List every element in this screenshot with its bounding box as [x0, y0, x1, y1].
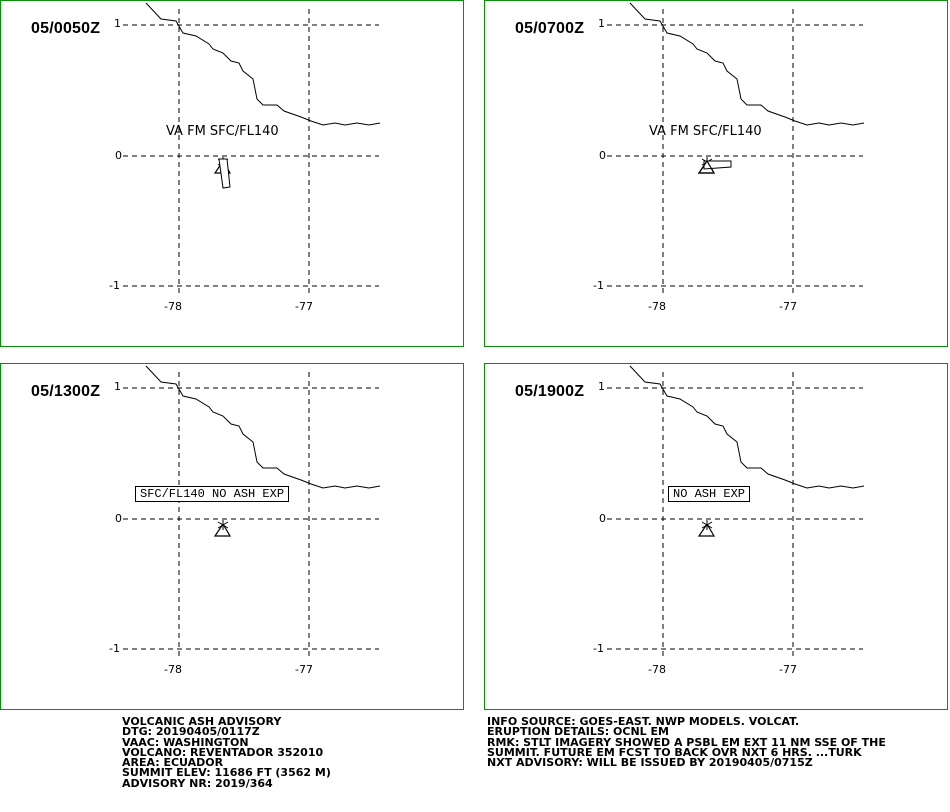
map-graphics — [123, 2, 381, 294]
map-panel: 05/1900Z 1 0 -1 -78 -77 NO ASH EXP — [484, 363, 948, 710]
coastline — [145, 365, 381, 489]
volcano-icon — [697, 520, 716, 537]
lon-tick-78: -78 — [164, 300, 182, 313]
coastline — [629, 2, 865, 126]
advisory-line: SUMMIT ELEV: 11686 FT (3562 M) — [122, 766, 331, 780]
grid-lines — [123, 372, 379, 657]
map-panel: 05/1300Z 1 0 -1 -78 -77 SFC/FL140 NO ASH… — [0, 363, 464, 710]
lat-tick-minus-1: -1 — [109, 642, 120, 655]
lat-tick-minus-1: -1 — [593, 279, 604, 292]
lon-tick-77: -77 — [779, 663, 797, 676]
lon-tick-77: -77 — [295, 663, 313, 676]
lon-tick-77: -77 — [295, 300, 313, 313]
advisory-line: ADVISORY NR: 2019/364 — [122, 776, 273, 790]
lat-tick-0: 0 — [599, 512, 606, 525]
grid-lines — [607, 9, 863, 294]
lat-tick-0: 0 — [599, 149, 606, 162]
map-panel: 05/0700Z 1 0 -1 -78 -77 VA FM SFC/FL140 — [484, 0, 948, 347]
grid-lines — [123, 9, 379, 294]
lat-tick-1: 1 — [598, 380, 605, 393]
map-graphics — [607, 365, 865, 657]
map-panel: 05/0050Z 1 0 -1 -78 -77 VA FM SFC/FL140 — [0, 0, 464, 347]
map-graphics — [607, 2, 865, 294]
lon-tick-78: -78 — [164, 663, 182, 676]
coastline — [629, 365, 865, 489]
coastline — [145, 2, 381, 126]
lat-tick-1: 1 — [598, 17, 605, 30]
advisory-line: VOLCANO: REVENTADOR 352010 — [122, 745, 324, 759]
advisory-line: INFO SOURCE: GOES-EAST. NWP MODELS. VOLC… — [487, 715, 800, 728]
lat-tick-1: 1 — [114, 17, 121, 30]
lat-tick-minus-1: -1 — [109, 279, 120, 292]
ash-plume-polygon — [218, 158, 231, 189]
lon-tick-77: -77 — [779, 300, 797, 313]
advisory-details-text: INFO SOURCE: GOES-EAST. NWP MODELS. VOLC… — [487, 715, 886, 770]
advisory-line: VOLCANIC ASH ADVISORY — [122, 715, 282, 728]
advisory-line: DTG: 20190405/0117Z — [122, 725, 260, 739]
advisory-line: SUMMIT. FUTURE EM FCST TO BACK OVR NXT 6… — [487, 745, 862, 759]
advisory-header-text: VOLCANIC ASH ADVISORY DTG: 20190405/0117… — [122, 715, 331, 790]
forecast-time: 05/0700Z — [515, 20, 585, 37]
lat-tick-minus-1: -1 — [593, 642, 604, 655]
ash-plume-polygon — [697, 159, 732, 174]
advisory-line: AREA: ECUADOR — [122, 756, 224, 770]
forecast-time: 05/1300Z — [31, 383, 101, 400]
advisory-line: NXT ADVISORY: WILL BE ISSUED BY 20190405… — [487, 756, 813, 770]
volcano-icon — [213, 520, 232, 537]
map-graphics — [123, 365, 381, 657]
lat-tick-1: 1 — [114, 380, 121, 393]
advisory-line: VAAC: WASHINGTON — [122, 735, 249, 749]
lat-tick-0: 0 — [115, 512, 122, 525]
advisory-line: RMK: STLT IMAGERY SHOWED A PSBL EM EXT 1… — [487, 735, 886, 749]
forecast-time: 05/0050Z — [31, 20, 101, 37]
lat-tick-0: 0 — [115, 149, 122, 162]
advisory-line: ERUPTION DETAILS: OCNL EM — [487, 725, 669, 739]
lon-tick-78: -78 — [648, 663, 666, 676]
grid-lines — [607, 372, 863, 657]
no-ash-label: SFC/FL140 NO ASH EXP — [135, 486, 290, 502]
no-ash-label: NO ASH EXP — [668, 486, 751, 502]
lon-tick-78: -78 — [648, 300, 666, 313]
forecast-time: 05/1900Z — [515, 383, 585, 400]
ash-label: VA FM SFC/FL140 — [166, 124, 279, 139]
ash-label: VA FM SFC/FL140 — [649, 124, 762, 139]
